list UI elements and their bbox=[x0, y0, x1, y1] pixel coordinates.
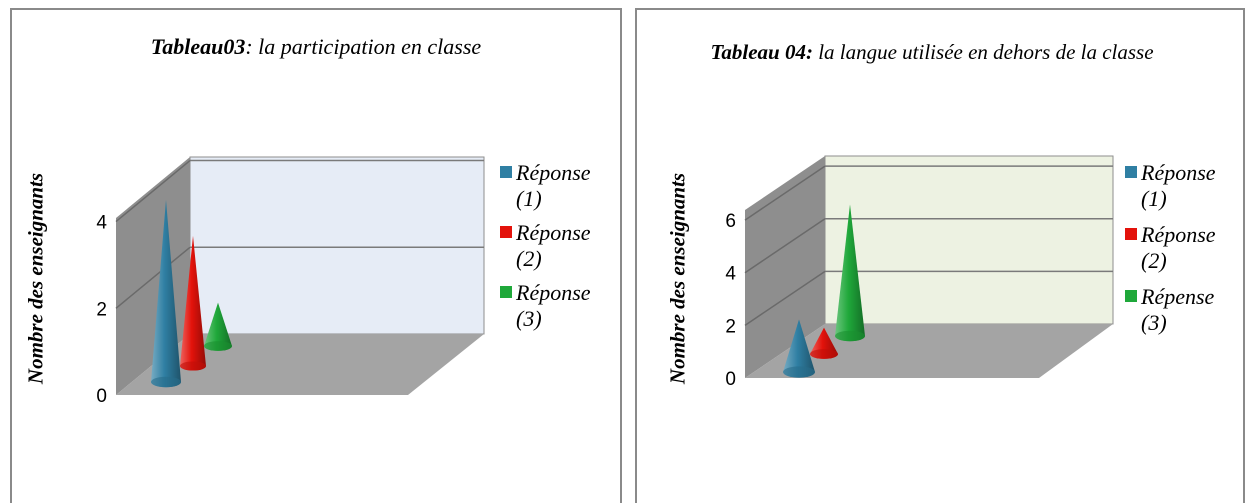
cone-bar-2 bbox=[810, 327, 838, 359]
legend-swatch-2 bbox=[500, 226, 512, 238]
cone-bar-1 bbox=[783, 319, 815, 378]
legend-label-3: Réponse (3) bbox=[516, 280, 591, 331]
legend-swatch-2 bbox=[1125, 228, 1137, 240]
gridline-side bbox=[744, 270, 826, 326]
chart-title-text: la langue utilisée en dehors de la class… bbox=[812, 40, 1154, 64]
back-wall bbox=[824, 155, 1114, 325]
chart-legend: Réponse (1) Réponse (2) Répense (3) bbox=[1125, 160, 1245, 346]
legend-label-1: Réponse (1) bbox=[1141, 160, 1216, 211]
legend-item-2: Réponse (2) bbox=[500, 220, 620, 272]
legend-swatch-1 bbox=[1125, 166, 1137, 178]
chart-title-number: Tableau 04: bbox=[710, 40, 813, 64]
legend-label-3: Répense (3) bbox=[1141, 284, 1215, 335]
cone-bar-2 bbox=[180, 235, 206, 371]
y-axis-label: Nombre des enseignants bbox=[23, 172, 48, 385]
legend-swatch-3 bbox=[1125, 290, 1137, 302]
legend-item-3: Répense (3) bbox=[1125, 284, 1245, 336]
chart-title: Tableau 04: la langue utilisée en dehors… bbox=[697, 36, 1167, 69]
y-axis-label: Nombre des enseignants bbox=[665, 172, 690, 385]
legend-label-2: Réponse (2) bbox=[1141, 222, 1216, 273]
chart-plot-area: 0 2 4 bbox=[96, 156, 485, 407]
y-tick-label: 0 bbox=[725, 369, 736, 390]
y-tick-label: 2 bbox=[96, 299, 107, 320]
chart-title-text: : la participation en classe bbox=[245, 34, 482, 59]
chart-title: Tableau03: la participation en classe bbox=[12, 30, 620, 64]
chart-plot-area: 0 2 4 6 bbox=[725, 155, 1114, 390]
legend-swatch-1 bbox=[500, 166, 512, 178]
y-tick-label: 6 bbox=[725, 211, 736, 232]
chart-legend: Réponse (1) Réponse (2) Réponse (3) bbox=[500, 160, 620, 340]
cone-bar-3 bbox=[204, 302, 232, 351]
side-wall bbox=[745, 156, 825, 378]
legend-label-1: Réponse (1) bbox=[516, 160, 591, 211]
legend-label-2: Réponse (2) bbox=[516, 220, 591, 271]
y-tick-label: 2 bbox=[725, 316, 736, 337]
gridline-side bbox=[115, 159, 191, 223]
legend-item-1: Réponse (1) bbox=[500, 160, 620, 212]
chart-panel-2: Tableau 04: la langue utilisée en dehors… bbox=[635, 8, 1245, 503]
legend-item-3: Réponse (3) bbox=[500, 280, 620, 332]
legend-item-2: Réponse (2) bbox=[1125, 222, 1245, 274]
back-wall bbox=[189, 156, 485, 335]
gridline-side bbox=[115, 246, 191, 309]
cone-bar-3 bbox=[835, 204, 865, 342]
gridline-side bbox=[744, 218, 826, 274]
y-tick-label: 4 bbox=[96, 213, 107, 234]
legend-item-1: Réponse (1) bbox=[1125, 160, 1245, 212]
chart-panel-1: Tableau03: la participation en classe 0 2… bbox=[10, 8, 622, 503]
gridline-side bbox=[744, 165, 826, 221]
cone-bar-1 bbox=[151, 199, 181, 388]
y-tick-label: 4 bbox=[725, 264, 736, 285]
y-tick-label: 0 bbox=[96, 386, 107, 407]
chart-title-number: Tableau03 bbox=[150, 34, 246, 59]
legend-swatch-3 bbox=[500, 286, 512, 298]
